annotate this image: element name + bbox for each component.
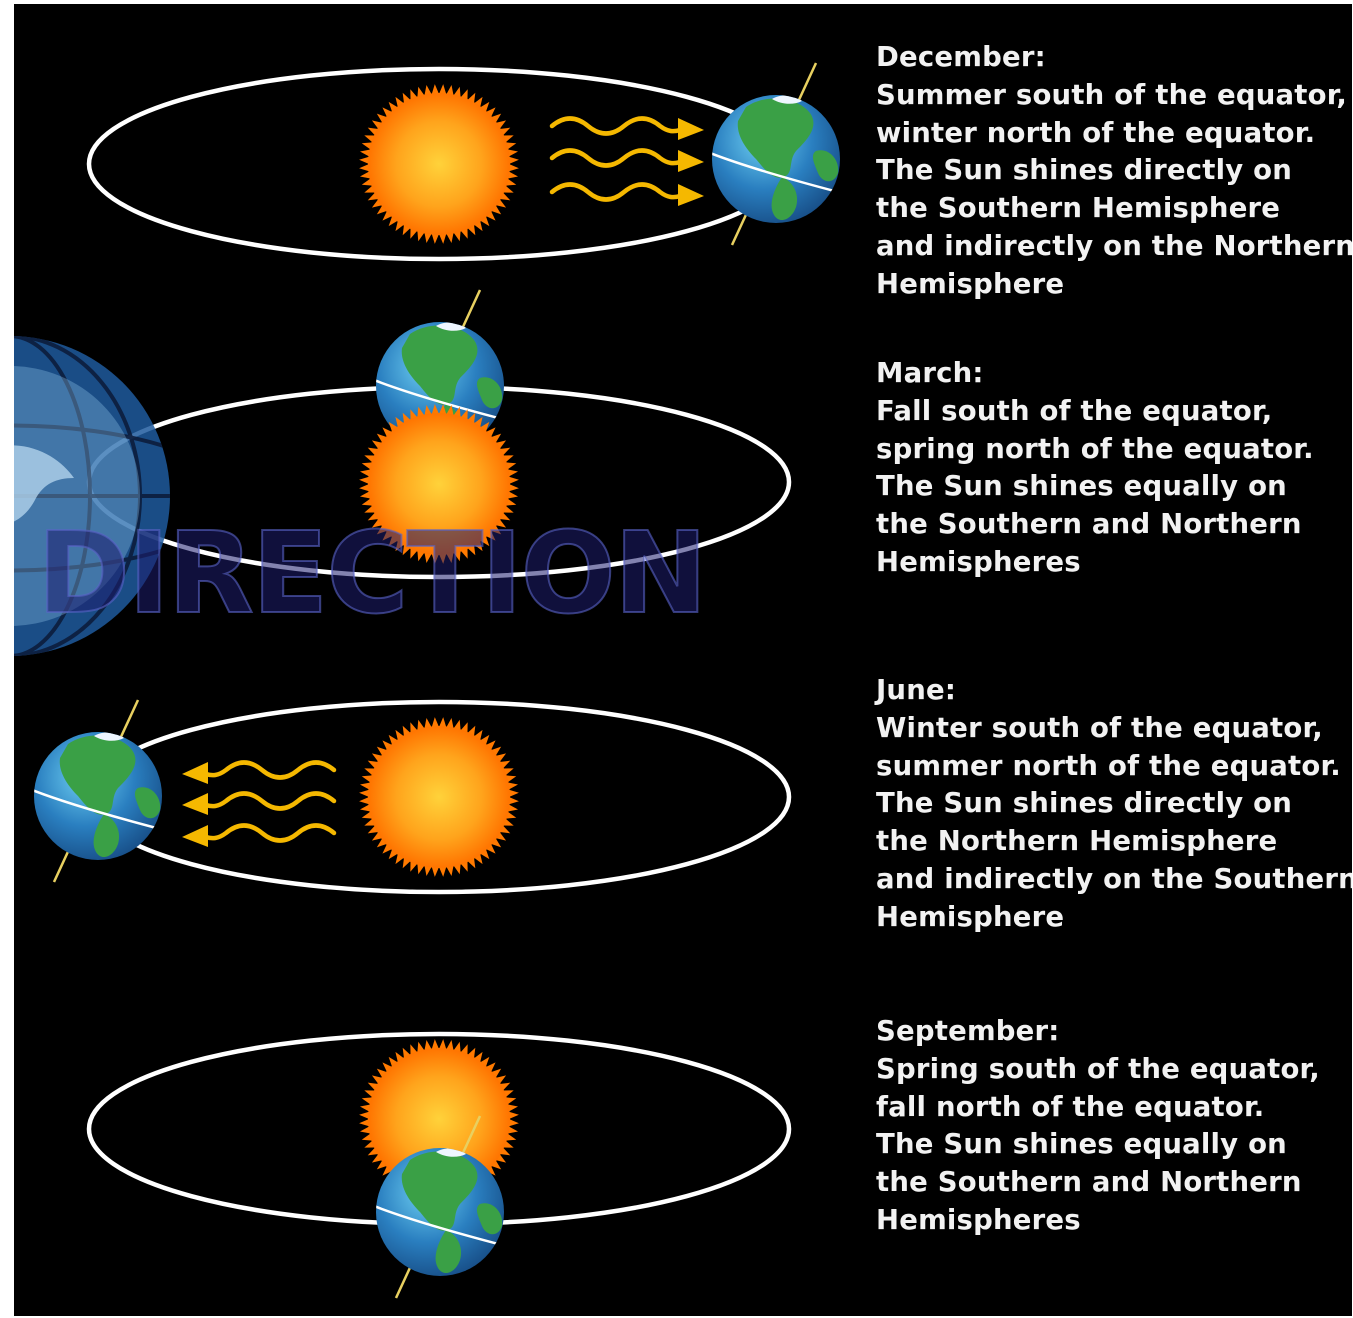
caption-december: December: Summer south of the equator, w…: [876, 39, 1352, 304]
seasons-diagram: [14, 4, 1352, 1316]
caption-june-line: Hemisphere: [876, 900, 1065, 933]
june-row: [32, 700, 792, 895]
caption-december-line: Hemisphere: [876, 267, 1065, 300]
june-sun: [359, 717, 519, 877]
caption-december-line: and indirectly on the Northern: [876, 229, 1352, 262]
caption-june: June: Winter south of the equator, summe…: [876, 672, 1352, 937]
caption-december-line: Summer south of the equator,: [876, 78, 1348, 111]
september-row: [86, 1031, 792, 1298]
caption-june-line: and indirectly on the Southern: [876, 862, 1352, 895]
caption-june-title: June:: [876, 674, 957, 706]
caption-march-title: March:: [876, 357, 984, 389]
caption-september-line: The Sun shines equally on: [876, 1128, 1287, 1161]
diagram-frame: December: Summer south of the equator, w…: [14, 4, 1352, 1316]
caption-june-line: The Sun shines directly on: [876, 787, 1293, 820]
caption-december-title: December:: [876, 41, 1046, 73]
december-sunlight-arrows: [552, 118, 704, 206]
june-earth: [32, 700, 164, 882]
caption-june-line: summer north of the equator.: [876, 749, 1341, 782]
caption-september-line: Hemispheres: [876, 1203, 1081, 1236]
caption-march-line: Fall south of the equator,: [876, 394, 1273, 427]
caption-december-line: The Sun shines directly on: [876, 154, 1293, 187]
caption-september-line: the Southern and Northern: [876, 1166, 1302, 1199]
caption-march-line: The Sun shines equally on: [876, 470, 1287, 503]
caption-september-title: September:: [876, 1015, 1060, 1047]
december-sun: [359, 84, 519, 244]
caption-june-line: Winter south of the equator,: [876, 711, 1323, 744]
caption-september-line: Spring south of the equator,: [876, 1052, 1320, 1085]
caption-march-line: spring north of the equator.: [876, 432, 1314, 465]
december-row: [86, 63, 842, 262]
march-row: [86, 290, 792, 580]
caption-september-line: fall north of the equator.: [876, 1090, 1265, 1123]
caption-december-line: winter north of the equator.: [876, 116, 1316, 149]
march-sun: [359, 404, 519, 564]
june-sunlight-arrows: [182, 762, 334, 847]
caption-march-line: Hemispheres: [876, 545, 1081, 578]
caption-march-line: the Southern and Northern: [876, 508, 1302, 541]
caption-march: March: Fall south of the equator, spring…: [876, 355, 1314, 582]
caption-june-line: the Northern Hemisphere: [876, 825, 1278, 858]
caption-september: September: Spring south of the equator, …: [876, 1013, 1320, 1240]
caption-december-line: the Southern Hemisphere: [876, 192, 1281, 225]
